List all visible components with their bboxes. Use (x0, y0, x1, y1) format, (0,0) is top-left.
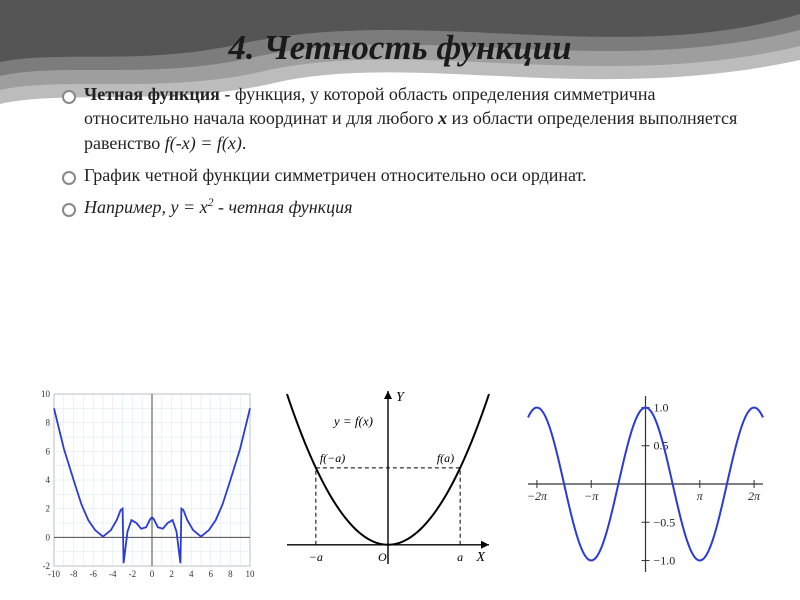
svg-text:8: 8 (45, 418, 50, 428)
slide-content: 4. Четность функции Четная функция - фун… (0, 0, 800, 219)
svg-text:-6: -6 (89, 569, 97, 579)
slide-title: 4. Четность функции (44, 28, 756, 68)
svg-text:0.5: 0.5 (653, 439, 668, 453)
svg-text:f(−a): f(−a) (319, 451, 344, 465)
svg-text:X: X (475, 550, 485, 565)
svg-text:1.0: 1.0 (653, 400, 668, 414)
svg-text:-8: -8 (69, 569, 77, 579)
svg-text:2π: 2π (748, 489, 761, 503)
svg-text:−0.5: −0.5 (653, 515, 675, 529)
chart-2: Y Xy = f(x) f(−a) f(a) −a a O (273, 381, 503, 586)
svg-text:−a: −a (308, 550, 322, 564)
bullet-list: Четная функция - функция, у которой обла… (44, 82, 756, 219)
svg-text:−π: −π (584, 489, 599, 503)
bullet-3: Например, y = x2 - четная функция (62, 195, 756, 219)
bullet-1: Четная функция - функция, у которой обла… (62, 82, 756, 155)
bullet-2: График четной функции симметричен относи… (62, 163, 756, 187)
svg-text:2: 2 (45, 504, 50, 514)
svg-text:y = f(x): y = f(x) (331, 414, 372, 429)
svg-text:f(a): f(a) (436, 451, 453, 465)
svg-text:a: a (457, 550, 463, 564)
svg-text:−2π: −2π (526, 489, 547, 503)
svg-text:0: 0 (149, 569, 154, 579)
svg-text:O: O (378, 550, 387, 564)
svg-text:2: 2 (169, 569, 174, 579)
svg-text:10: 10 (245, 569, 255, 579)
svg-text:6: 6 (208, 569, 213, 579)
svg-text:-4: -4 (109, 569, 117, 579)
svg-text:6: 6 (45, 446, 50, 456)
svg-text:10: 10 (41, 389, 51, 399)
svg-text:Y: Y (396, 390, 406, 405)
svg-text:-2: -2 (128, 569, 136, 579)
svg-text:8: 8 (228, 569, 233, 579)
svg-text:4: 4 (45, 475, 50, 485)
svg-text:π: π (696, 489, 703, 503)
svg-text:−1.0: −1.0 (653, 554, 675, 568)
charts-row: -10-8-6-4-20246810-20246810 YXy = f(x)f(… (0, 381, 800, 586)
svg-text:4: 4 (188, 569, 193, 579)
chart-3: −2π −π π 2π −1.0 −0.5 0.5 1.0 (518, 386, 773, 586)
svg-text:0: 0 (45, 532, 50, 542)
svg-text:-2: -2 (42, 561, 50, 571)
chart-1: -10-8-6-4-20246810-20246810 (28, 386, 258, 586)
